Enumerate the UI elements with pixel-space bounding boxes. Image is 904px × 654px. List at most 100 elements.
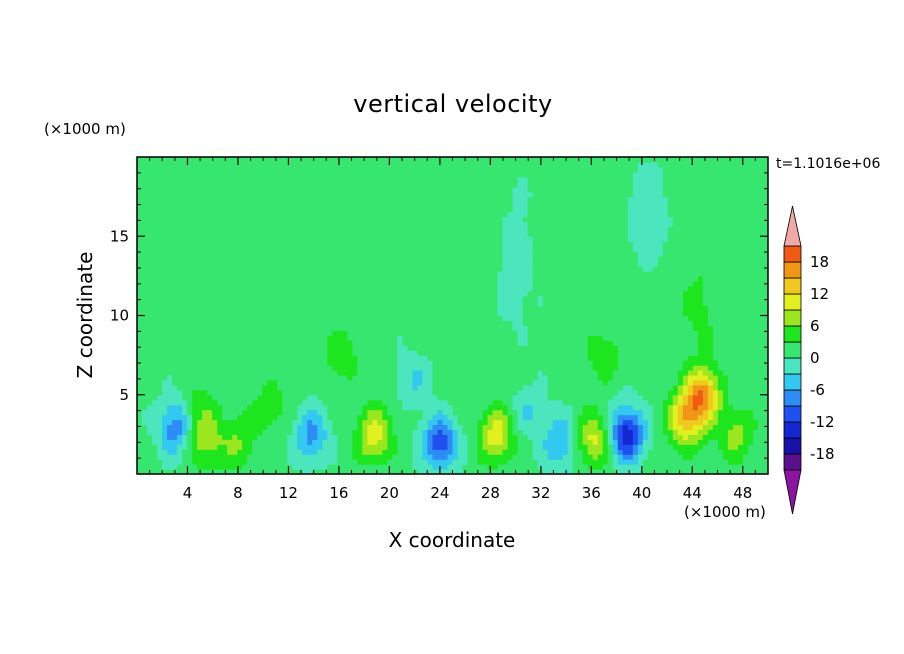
contour-cell <box>172 285 178 292</box>
contour-cell <box>552 444 559 450</box>
contour-cell <box>522 454 529 460</box>
contour-cell <box>592 350 599 356</box>
contour-cell <box>452 394 459 401</box>
contour-cell <box>382 365 388 371</box>
contour-cell <box>272 439 278 445</box>
contour-cell <box>617 365 624 371</box>
contour-cell <box>397 295 404 302</box>
contour-cell <box>602 295 609 302</box>
contour-cell <box>232 330 238 336</box>
contour-cell <box>467 350 474 356</box>
contour-cell <box>517 409 524 416</box>
contour-cell <box>367 464 373 470</box>
contour-cell <box>467 305 474 312</box>
contour-cell <box>527 340 534 346</box>
contour-cell <box>537 365 544 371</box>
contour-cell <box>302 414 308 421</box>
contour-cell <box>387 434 394 440</box>
contour-cell <box>322 325 328 331</box>
contour-cell <box>587 360 594 366</box>
contour-cell <box>742 335 749 341</box>
contour-cell <box>487 320 494 326</box>
contour-cell <box>257 295 263 302</box>
contour-cell <box>147 369 153 376</box>
contour-cell <box>702 394 709 401</box>
contour-cell <box>312 350 318 356</box>
contour-cell <box>192 365 198 371</box>
contour-cell <box>592 424 599 431</box>
contour-cell <box>357 404 363 411</box>
contour-cell <box>737 374 744 381</box>
contour-cell <box>517 444 524 450</box>
contour-cell <box>492 439 499 445</box>
contour-cell <box>662 350 669 356</box>
contour-cell <box>362 429 368 435</box>
contour-cell <box>342 399 348 406</box>
contour-cell <box>582 444 589 450</box>
contour-cell <box>262 384 268 391</box>
contour-cell <box>167 444 173 450</box>
contour-cell <box>292 389 298 396</box>
contour-cell <box>307 374 313 381</box>
contour-cell <box>332 335 338 341</box>
contour-cell <box>412 275 419 282</box>
contour-cell <box>627 459 634 465</box>
contour-cell <box>757 384 764 391</box>
contour-cell <box>527 399 534 406</box>
contour-cell <box>637 429 644 435</box>
contour-cell <box>297 285 303 292</box>
contour-cell <box>347 394 353 401</box>
contour-cell <box>547 469 554 474</box>
contour-cell <box>262 434 268 440</box>
contour-cell <box>517 320 524 326</box>
contour-cell <box>382 394 388 401</box>
contour-cell <box>647 429 654 435</box>
contour-cell <box>407 449 414 455</box>
contour-cell <box>372 419 378 426</box>
contour-cell <box>607 330 614 336</box>
contour-cell <box>732 335 739 341</box>
contour-cell <box>357 300 363 307</box>
contour-cell <box>202 449 208 455</box>
contour-cell <box>497 290 504 297</box>
contour-cell <box>417 300 424 307</box>
contour-cell <box>397 409 404 416</box>
contour-cell <box>522 414 529 421</box>
contour-cell <box>367 444 373 450</box>
contour-cell <box>612 444 619 450</box>
contour-cell <box>432 350 439 356</box>
contour-cell <box>637 315 644 322</box>
contour-cell <box>257 389 263 396</box>
contour-cell <box>422 379 429 386</box>
contour-cell <box>522 464 529 470</box>
contour-cell <box>157 305 163 312</box>
contour-cell <box>447 404 454 411</box>
contour-cell <box>702 459 709 465</box>
contour-cell <box>222 444 228 450</box>
contour-cell <box>237 290 243 297</box>
contour-cell <box>562 310 569 317</box>
contour-cell <box>192 469 198 474</box>
contour-cell <box>397 434 404 440</box>
contour-cell <box>637 399 644 406</box>
contour-cell <box>572 419 579 426</box>
contour-cell <box>577 350 584 356</box>
contour-cell <box>477 409 484 416</box>
contour-cell <box>612 305 619 312</box>
contour-cell <box>202 325 208 331</box>
contour-cell <box>417 355 424 361</box>
contour-cell <box>242 280 248 287</box>
contour-cell <box>692 439 699 445</box>
contour-cell <box>727 315 734 322</box>
contour-cell <box>392 389 399 396</box>
contour-cell <box>227 389 233 396</box>
contour-cell <box>307 350 313 356</box>
contour-cell <box>612 335 619 341</box>
contour-cell <box>527 454 534 460</box>
contour-cell <box>692 295 699 302</box>
contour-cell <box>527 355 534 361</box>
contour-cell <box>142 384 148 391</box>
contour-cell <box>737 280 744 287</box>
contour-cell <box>252 444 258 450</box>
